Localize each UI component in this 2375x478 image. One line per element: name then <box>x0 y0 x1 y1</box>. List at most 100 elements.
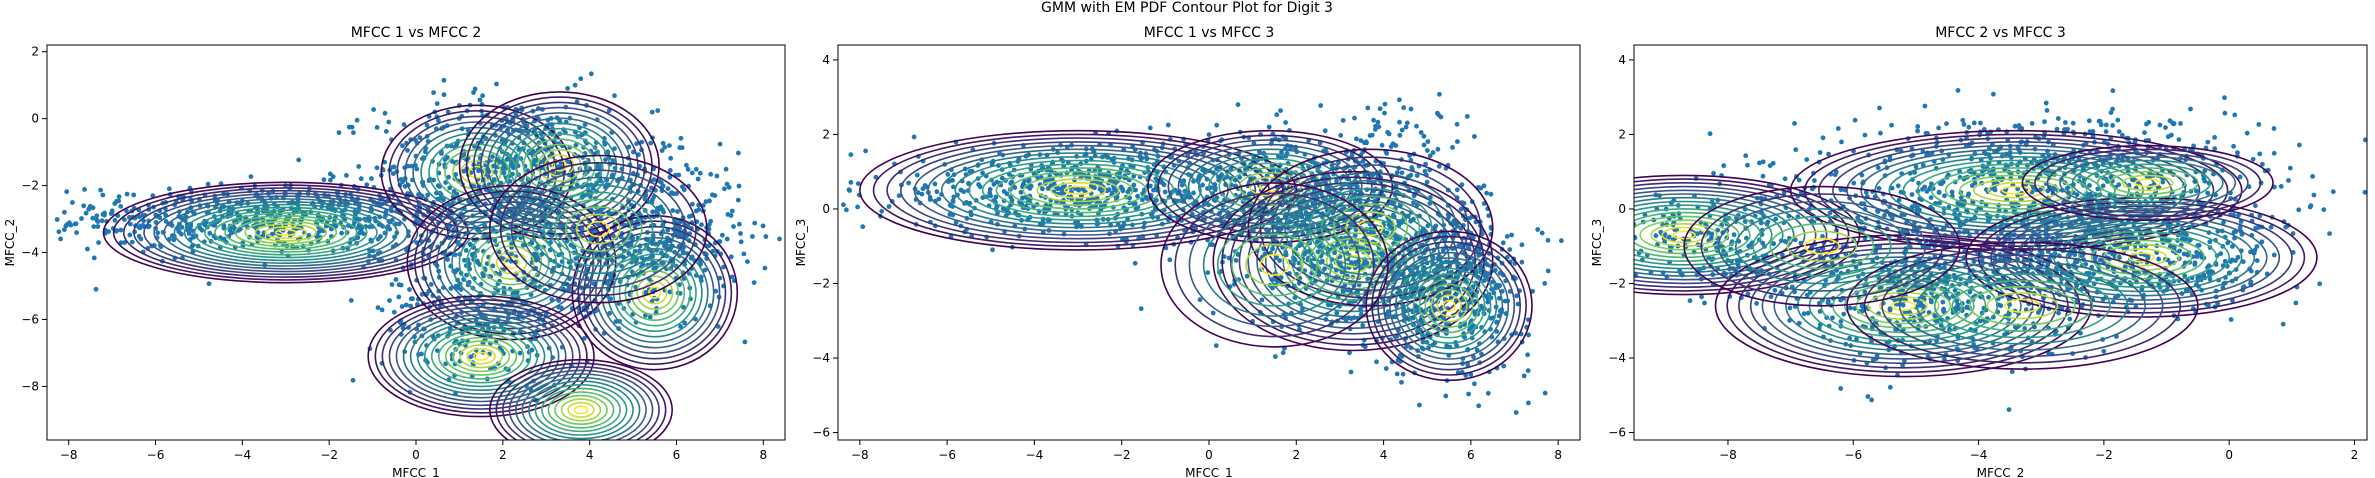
scatter-point <box>374 125 380 130</box>
scatter-point <box>967 169 973 174</box>
scatter-point <box>465 127 471 133</box>
contour-line <box>589 231 721 355</box>
scatter-point <box>671 191 676 197</box>
scatter-point <box>1384 230 1390 236</box>
scatter-point <box>417 135 423 141</box>
panel-title: MFCC 1 vs MFCC 3 <box>1144 25 1275 41</box>
scatter-point <box>400 143 405 149</box>
contour-line <box>421 195 602 330</box>
contour-line <box>479 106 639 225</box>
plot-area <box>841 91 1564 415</box>
scatter-point <box>1355 289 1360 295</box>
scatter-point <box>848 152 854 158</box>
contour-line <box>1412 273 1486 339</box>
scatter-point <box>136 233 142 239</box>
contour-line <box>564 206 632 253</box>
scatter-point <box>476 168 481 174</box>
scatter-point <box>357 230 362 236</box>
contour-set <box>102 91 739 440</box>
scatter-point <box>1526 332 1531 338</box>
scatter-point <box>108 211 114 217</box>
scatter-point <box>1362 344 1368 350</box>
scatter-point <box>2116 129 2122 135</box>
scatter-point <box>1542 390 1548 396</box>
scatter-point <box>735 197 741 203</box>
scatter-point <box>1196 174 1202 179</box>
scatter-point <box>480 93 485 99</box>
contour-line <box>234 217 338 248</box>
scatter-point <box>118 240 124 246</box>
scatter-point <box>1375 119 1381 125</box>
scatter-point <box>598 209 603 214</box>
scatter-point <box>468 354 474 360</box>
scatter-point <box>1472 134 1477 139</box>
contour-line <box>612 253 697 333</box>
scatter-point <box>710 192 715 198</box>
scatter-point <box>703 199 709 205</box>
contour-line <box>995 167 1161 214</box>
contour-line <box>968 159 1188 221</box>
scatter-point <box>1504 234 1510 239</box>
scatter-point <box>374 165 380 171</box>
scatter-point <box>100 192 106 198</box>
contour-line <box>1217 223 1333 307</box>
scatter-point <box>693 208 699 214</box>
scatter-point <box>1470 323 1476 329</box>
scatter-point <box>582 122 588 127</box>
scatter-point <box>1377 106 1383 112</box>
scatter-point <box>697 259 703 265</box>
contour-line <box>642 280 668 305</box>
scatter-point <box>667 143 672 149</box>
scatter-point <box>393 277 399 282</box>
contour-line <box>1430 288 1468 323</box>
scatter-point <box>1340 118 1346 123</box>
scatter-point <box>124 191 130 197</box>
scatter-point <box>1404 120 1410 126</box>
contour-line <box>1049 182 1107 199</box>
scatter-point <box>1425 223 1431 229</box>
scatter-point <box>1358 311 1364 317</box>
scatter-point <box>1153 176 1159 182</box>
scatter-point <box>448 286 454 291</box>
scatter-point <box>94 213 100 219</box>
scatter-point <box>1210 242 1216 248</box>
scatter-point <box>425 192 430 198</box>
scatter-point <box>506 236 512 241</box>
scatter-point <box>25 197 30 202</box>
scatter-point <box>920 186 926 192</box>
scatter-point <box>387 298 392 303</box>
scatter-point <box>1859 172 1865 178</box>
scatter-point <box>665 186 671 192</box>
contour-line <box>529 143 589 188</box>
scatter-point <box>1454 121 1460 127</box>
scatter-point <box>634 141 639 147</box>
scatter-point <box>390 171 396 177</box>
contour-line <box>648 286 662 300</box>
contour-line <box>374 298 588 414</box>
contour-line <box>1394 257 1504 355</box>
scatter-point <box>114 198 119 204</box>
scatter-point <box>1197 297 1203 303</box>
contour-line <box>541 387 621 433</box>
gmm-component-1 <box>102 181 469 284</box>
scatter-point <box>1459 182 1465 188</box>
scatter-point <box>422 149 428 155</box>
scatter-point <box>1140 197 1145 203</box>
scatter-point <box>665 227 671 233</box>
scatter-point <box>573 256 579 262</box>
scatter-point <box>512 290 518 295</box>
scatter-point <box>1417 402 1422 408</box>
gmm-component-6 <box>488 154 708 304</box>
scatter-point <box>439 151 444 156</box>
scatter-point <box>375 236 381 242</box>
scatter-point <box>1336 160 1341 166</box>
contour-line <box>413 190 609 335</box>
scatter-point <box>1165 122 1171 128</box>
scatter-point <box>1455 139 1460 145</box>
scatter-point <box>660 183 666 189</box>
scatter-point <box>1347 350 1352 356</box>
contour-line <box>528 380 634 440</box>
x-tick-label: 8 <box>759 448 767 462</box>
scatter-point <box>1509 232 1514 238</box>
